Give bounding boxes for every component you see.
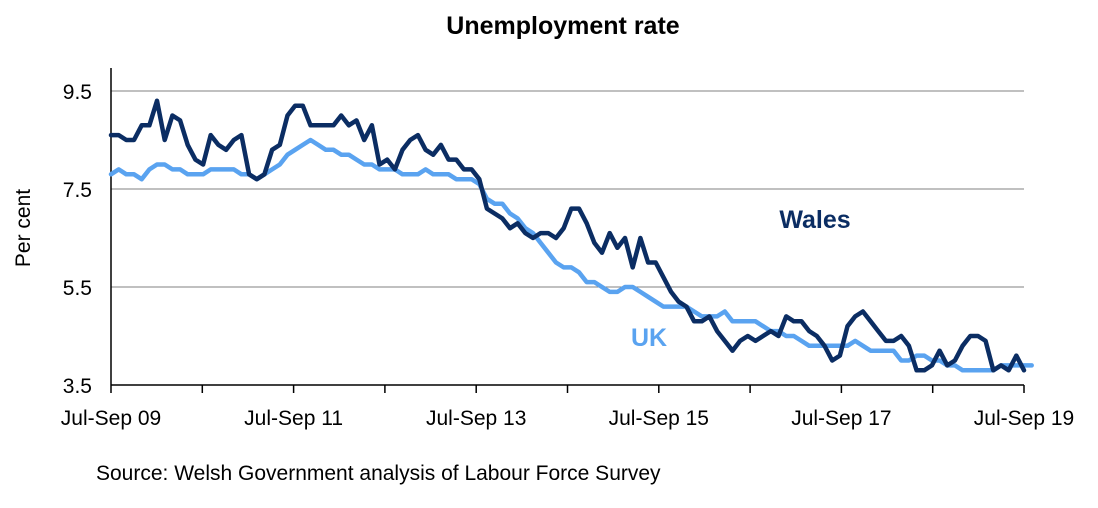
series-lines — [108, 98, 1034, 373]
chart-title: Unemployment rate — [446, 12, 679, 40]
x-tick-label: Jul-Sep 15 — [609, 407, 709, 430]
series-line-wales — [108, 98, 1027, 373]
y-tick-label: 9.5 — [63, 81, 92, 104]
gridlines — [110, 68, 1024, 386]
x-tick-labels: Jul-Sep 09 Jul-Sep 11 Jul-Sep 13 Jul-Sep 15… — [61, 385, 1074, 430]
y-axis-label: Per cent — [12, 189, 35, 267]
y-tick-label: 7.5 — [63, 179, 92, 202]
x-tick-label: Jul-Sep 11 — [244, 407, 343, 430]
y-tick-label: 5.5 — [63, 277, 92, 300]
x-tick-label: Jul-Sep 17 — [791, 407, 891, 430]
series-label-uk: UK — [631, 324, 667, 352]
source-note: Source: Welsh Government analysis of Lab… — [96, 462, 661, 485]
y-tick-labels: 3.5 5.5 7.5 9.5 — [63, 81, 92, 398]
series-label-wales: Wales — [779, 206, 850, 234]
x-tick-label: Jul-Sep 19 — [974, 407, 1074, 430]
x-tick-label: Jul-Sep 09 — [61, 407, 161, 430]
y-tick-label: 3.5 — [63, 375, 92, 398]
x-tick-label: Jul-Sep 13 — [426, 407, 526, 430]
